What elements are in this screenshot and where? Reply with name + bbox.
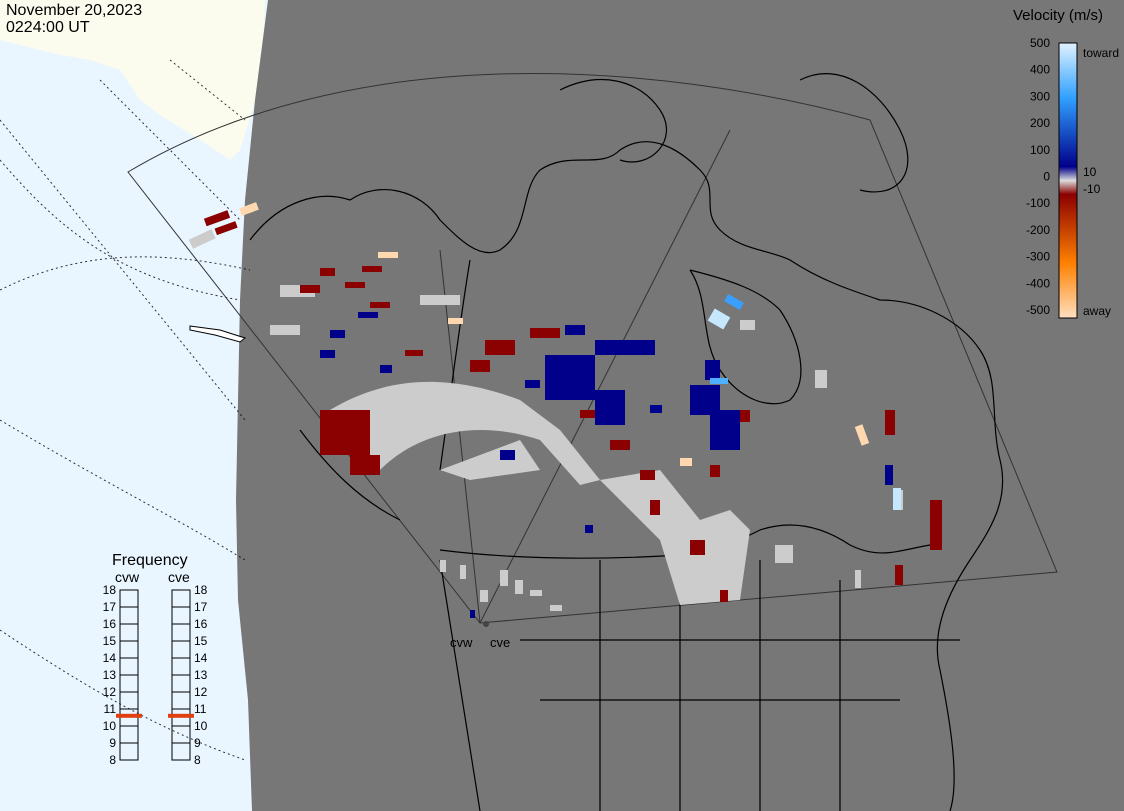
inner-tick-positive: 10	[1083, 165, 1097, 179]
frequency-tick-label: 16	[103, 617, 117, 631]
frequency-tick-label: 17	[194, 600, 208, 614]
frequency-tick-label: 15	[194, 634, 208, 648]
toward-label: toward	[1083, 46, 1119, 60]
radar-fov	[127, 73, 1058, 624]
velocity-tick-label: -500	[1026, 303, 1050, 317]
velocity-tick-label: 300	[1030, 89, 1050, 103]
frequency-tick-label: 18	[103, 583, 117, 597]
frequency-cell	[119, 742, 139, 761]
velocity-tick-label: 500	[1030, 36, 1050, 50]
cvw-site-label: cvw	[450, 635, 473, 650]
velocity-tick-label: -100	[1026, 196, 1050, 210]
radar-sites: cvw cve	[450, 621, 510, 650]
inner-tick-negative: -10	[1083, 182, 1101, 196]
frequency-marker	[116, 713, 142, 718]
frequency-tick-label: 13	[194, 668, 208, 682]
frequency-tick-label: 18	[194, 583, 208, 597]
away-echoes	[203, 210, 942, 602]
frequency-tick-label: 13	[103, 668, 117, 682]
frequency-tick-label: 14	[194, 651, 208, 665]
velocity-tick-label: -300	[1026, 250, 1050, 264]
velocity-tick-label: 0	[1043, 170, 1050, 184]
ground-scatter	[188, 229, 903, 611]
toward-echoes	[320, 312, 893, 618]
frequency-tick-label: 10	[194, 719, 208, 733]
frequency-title: Frequency	[112, 552, 188, 569]
cvw-site-marker	[483, 621, 489, 627]
frequency-panel: Frequency cvw cve 18 17 16 15 14 13 12 11 10 9 8 18…	[103, 552, 208, 767]
velocity-tick-label: -400	[1026, 276, 1050, 290]
frequency-tick-label: 11	[194, 702, 207, 716]
frequency-tick-label: 9	[194, 736, 201, 750]
frequency-tick-label: 12	[194, 685, 208, 699]
frequency-tick-label: 9	[109, 736, 116, 750]
frequency-tick-label: 11	[104, 702, 117, 716]
velocity-legend-title: Velocity (m/s)	[1013, 7, 1103, 24]
frequency-tick-label: 12	[103, 685, 117, 699]
fast-echoes	[239, 202, 901, 510]
frequency-tick-label: 8	[194, 753, 201, 767]
freq-radar-cve: cve	[168, 569, 190, 585]
daylight-land	[0, 0, 265, 160]
graticule	[0, 59, 251, 761]
frequency-cell	[171, 742, 191, 761]
velocity-tick-label: 100	[1030, 143, 1050, 157]
time-label: 0224:00 UT	[6, 19, 90, 36]
velocity-legend: Velocity (m/s) 500 400 300 200 100 0 -100 -200 -…	[1013, 7, 1119, 319]
frequency-tick-label: 15	[103, 634, 117, 648]
velocity-tick-label: -200	[1026, 223, 1050, 237]
away-label: away	[1083, 304, 1111, 318]
frequency-tick-label: 17	[103, 600, 117, 614]
frequency-tick-label: 16	[194, 617, 208, 631]
frequency-tick-label: 10	[103, 719, 117, 733]
cve-site-label: cve	[490, 635, 510, 650]
date-label: November 20,2023	[6, 2, 143, 19]
velocity-tick-label: 200	[1030, 116, 1050, 130]
velocity-tick-label: 400	[1030, 63, 1050, 77]
frequency-tick-label: 8	[109, 753, 116, 767]
velocity-colorbar	[1058, 42, 1078, 319]
coastlines	[249, 73, 1004, 811]
frequency-marker	[168, 713, 194, 718]
frequency-tick-label: 14	[103, 651, 117, 665]
night-shade	[236, 0, 1124, 811]
alaska-peninsula	[189, 325, 247, 343]
freq-radar-cvw: cvw	[115, 569, 140, 585]
